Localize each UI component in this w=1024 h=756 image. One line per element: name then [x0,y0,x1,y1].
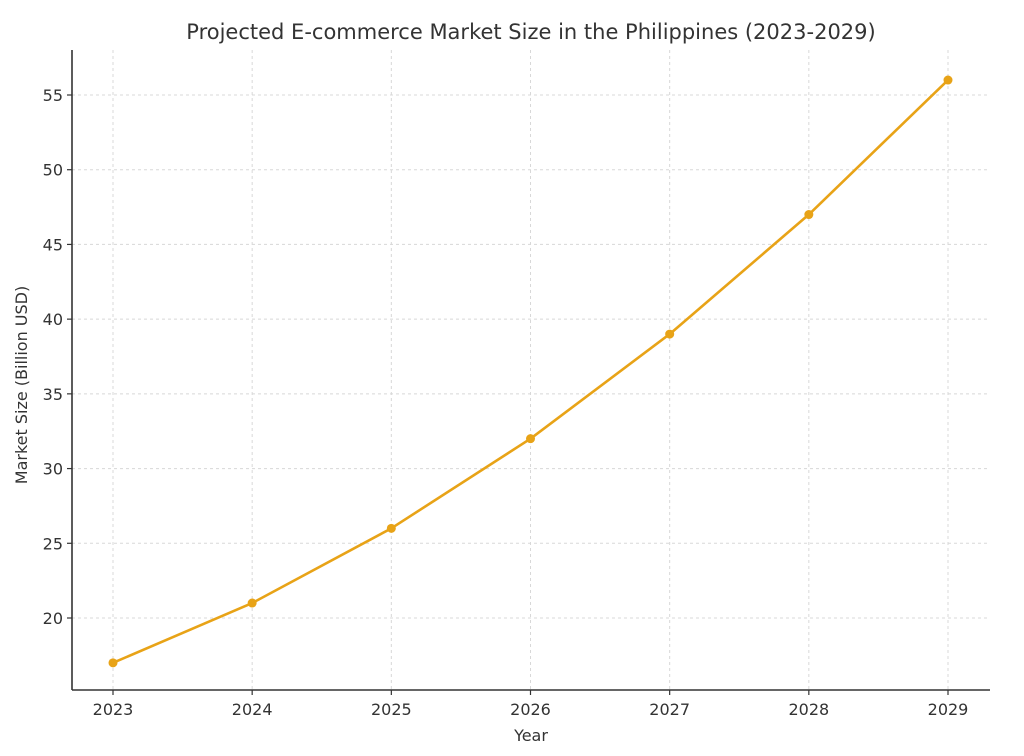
data-series [108,75,953,668]
grid-lines [72,50,990,690]
x-tick-label: 2026 [510,700,551,719]
x-axis-label: Year [513,726,548,745]
y-tick-label: 45 [43,235,63,254]
y-tick-label: 50 [43,161,63,180]
data-point-marker [247,598,257,608]
x-tick-label: 2024 [232,700,273,719]
data-point-marker [386,523,396,533]
x-axis-ticks: 2023 2024 2025 2026 2027 2028 2029 [93,690,969,719]
x-tick-label: 2027 [649,700,690,719]
y-tick-label: 30 [43,460,63,479]
data-point-marker [804,210,814,220]
y-tick-label: 25 [43,534,63,553]
y-tick-label: 20 [43,609,63,628]
data-point-marker [943,75,953,85]
chart-title: Projected E-commerce Market Size in the … [186,20,875,44]
x-tick-label: 2023 [93,700,134,719]
y-axis-ticks: 20 25 30 35 40 45 50 55 [43,86,72,628]
x-tick-label: 2029 [928,700,969,719]
series-line [111,78,950,665]
y-axis-label: Market Size (Billion USD) [12,286,31,484]
y-tick-label: 55 [43,86,63,105]
data-point-marker [108,658,118,668]
data-point-marker [526,434,535,444]
data-point-marker [665,329,675,339]
y-tick-label: 35 [43,385,63,404]
x-tick-label: 2028 [788,700,829,719]
x-tick-label: 2025 [371,700,412,719]
y-tick-label: 40 [43,310,63,329]
